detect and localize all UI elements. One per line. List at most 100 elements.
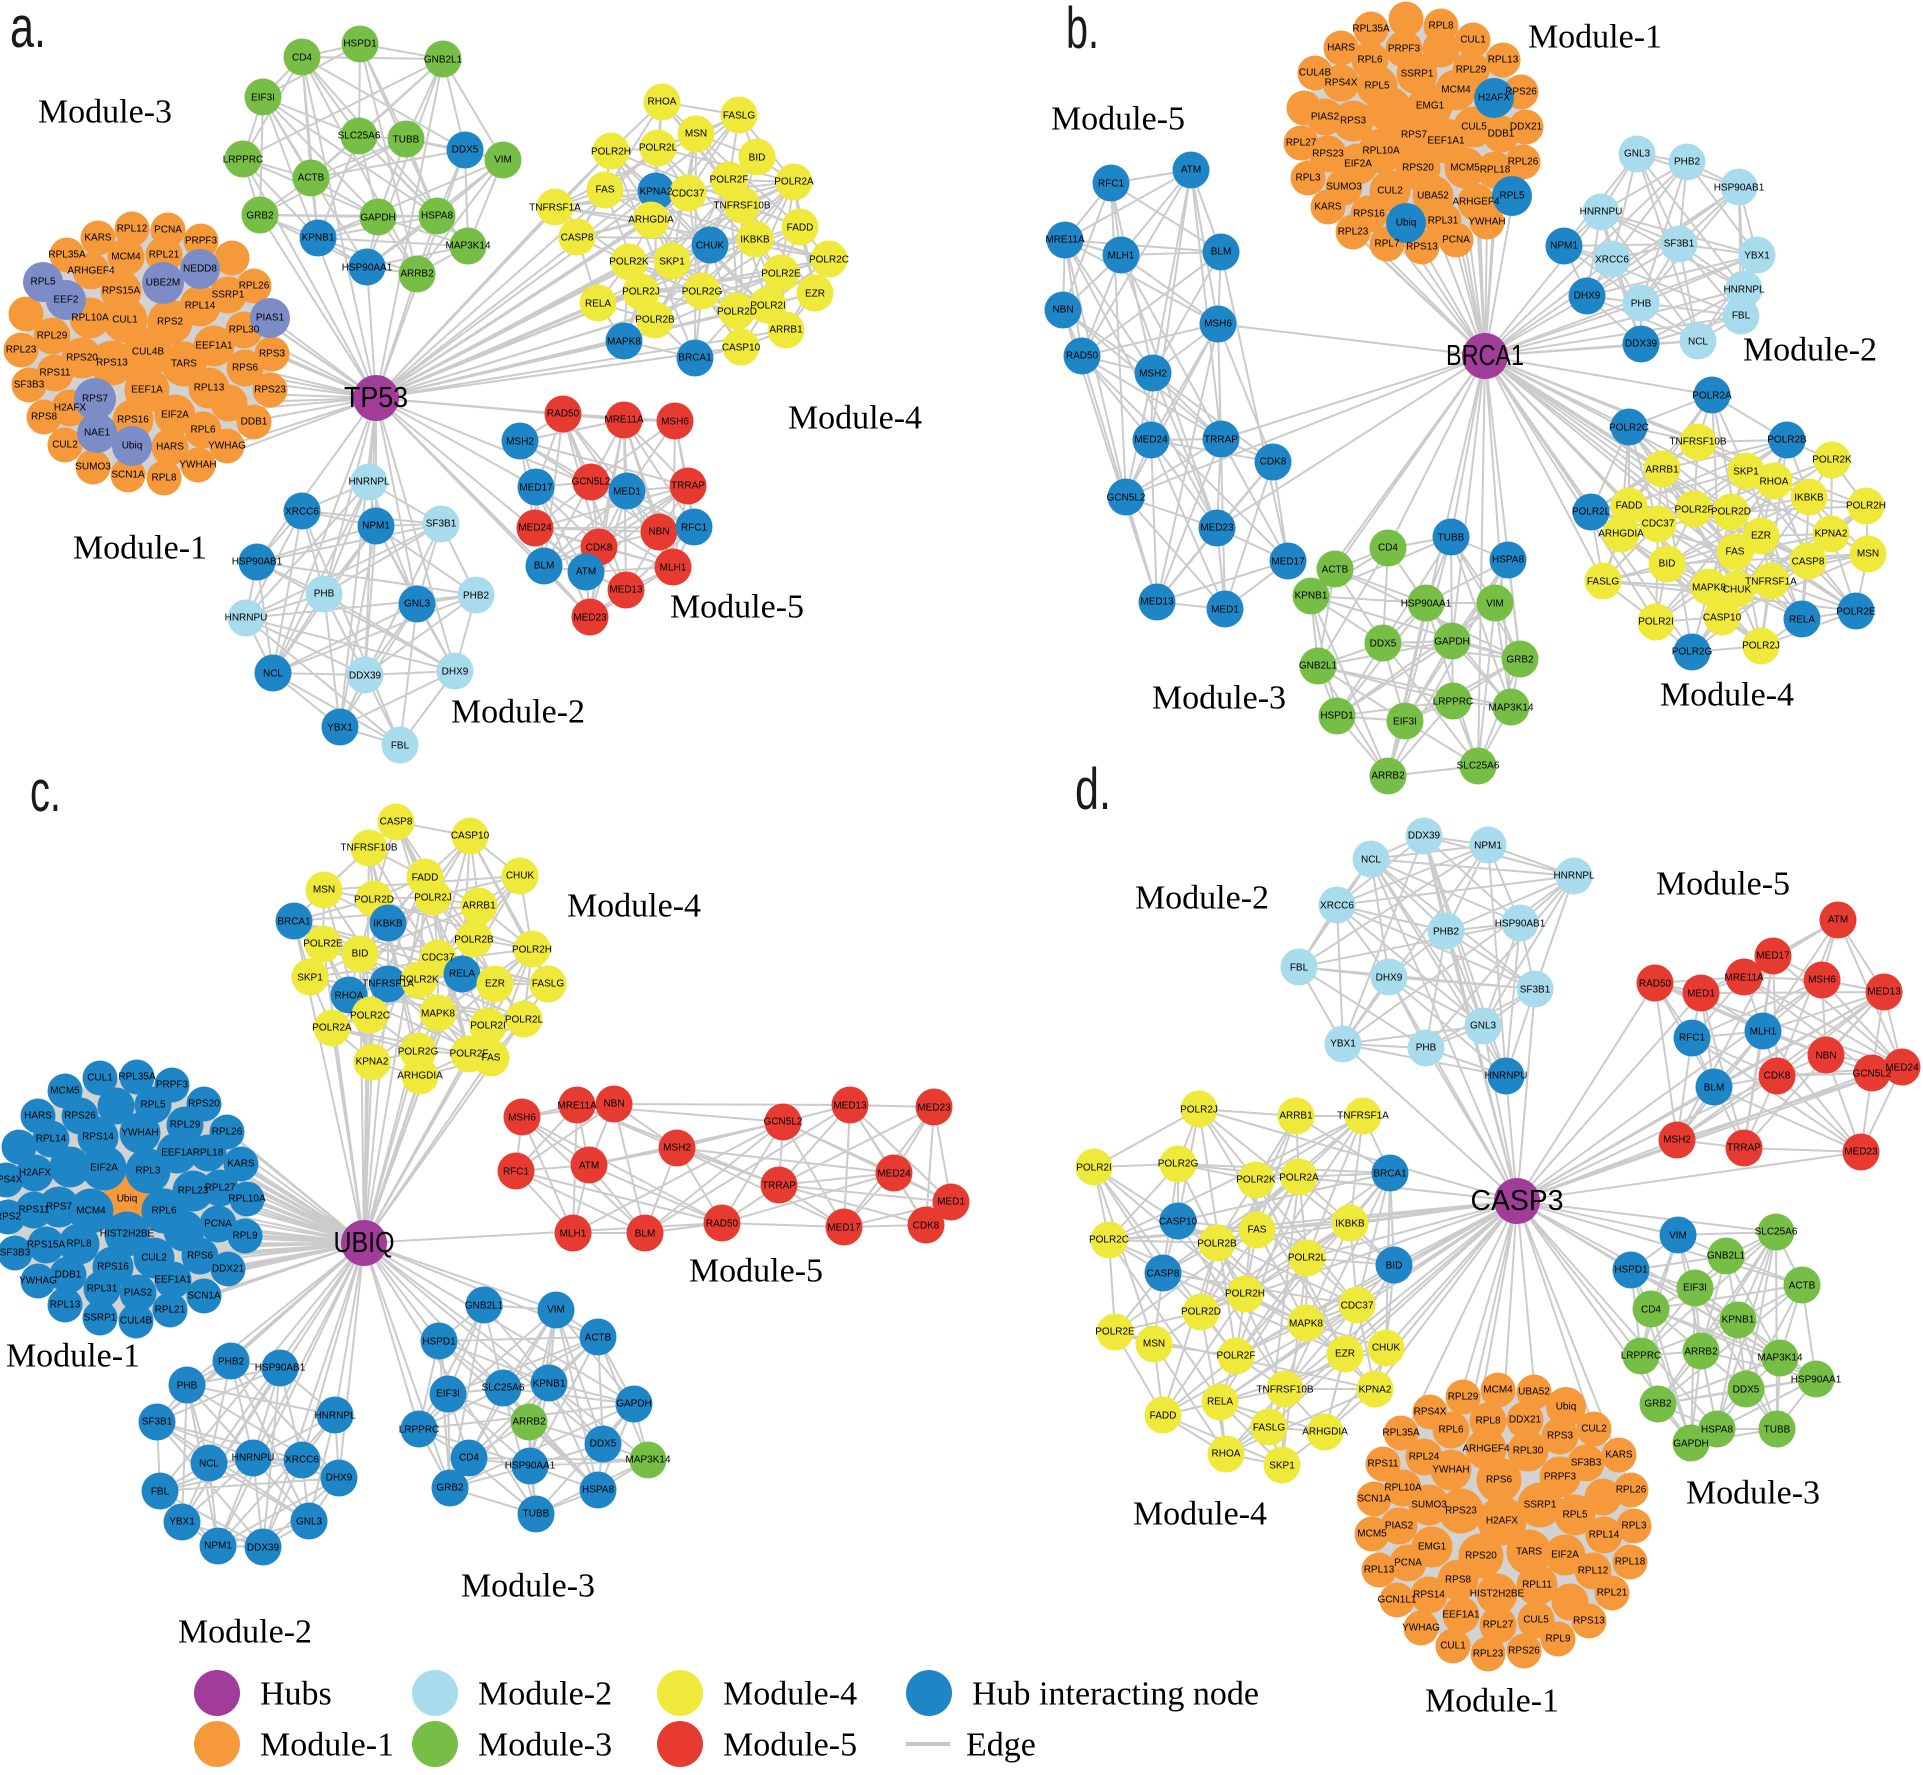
svg-text:CUL4B: CUL4B (1299, 68, 1332, 79)
svg-text:MSH2: MSH2 (663, 1143, 691, 1154)
svg-text:MED23: MED23 (1844, 1147, 1878, 1158)
svg-text:MCM5: MCM5 (1450, 163, 1480, 174)
svg-text:POLR2H: POLR2H (1846, 501, 1886, 512)
svg-text:POLR2E: POLR2E (761, 269, 801, 280)
svg-text:TUBB: TUBB (523, 1509, 550, 1520)
svg-text:CDK8: CDK8 (586, 543, 613, 554)
svg-text:POLR2F: POLR2F (1675, 505, 1714, 516)
svg-text:GRB2: GRB2 (1506, 655, 1534, 666)
svg-text:RPS14: RPS14 (1413, 1590, 1445, 1601)
svg-text:FBL: FBL (1732, 311, 1751, 322)
svg-text:POLR2D: POLR2D (717, 307, 757, 318)
svg-text:EZR: EZR (805, 289, 825, 300)
svg-text:MLH1: MLH1 (1750, 1027, 1777, 1038)
svg-text:CASP10: CASP10 (451, 831, 490, 842)
svg-text:CUL5: CUL5 (1523, 1615, 1549, 1626)
svg-text:CASP10: CASP10 (1703, 613, 1742, 624)
svg-text:YWHAG: YWHAG (19, 1276, 57, 1287)
svg-text:RPS3: RPS3 (1547, 1431, 1574, 1442)
svg-text:HNRNPU: HNRNPU (1580, 207, 1623, 218)
svg-text:HNRNPL: HNRNPL (1723, 285, 1765, 296)
svg-text:PHB2: PHB2 (1674, 157, 1701, 168)
svg-text:RPL30: RPL30 (229, 325, 260, 336)
svg-text:RPS11: RPS11 (1368, 1459, 1399, 1470)
svg-text:RPS6: RPS6 (187, 1251, 214, 1262)
svg-text:HSPD1: HSPD1 (1614, 1265, 1648, 1276)
svg-text:Module-1: Module-1 (73, 530, 207, 567)
svg-text:RPL7: RPL7 (1374, 239, 1399, 250)
svg-text:EIF3I: EIF3I (1683, 1283, 1707, 1294)
svg-text:YBX1: YBX1 (169, 1517, 195, 1528)
svg-text:YWHAG: YWHAG (208, 441, 246, 452)
svg-text:MED23: MED23 (917, 1103, 951, 1114)
svg-text:RPS6: RPS6 (1486, 1475, 1513, 1486)
svg-text:MSH6: MSH6 (1808, 975, 1836, 986)
svg-text:HARS: HARS (156, 442, 184, 453)
svg-text:RPL29: RPL29 (1456, 65, 1487, 76)
svg-text:TNFRSF10B: TNFRSF10B (713, 201, 771, 212)
svg-text:Module-3: Module-3 (478, 1727, 612, 1764)
svg-text:POLR2E: POLR2E (1095, 1327, 1135, 1338)
svg-text:ARRB2: ARRB2 (1684, 1347, 1718, 1358)
svg-text:GAPDH: GAPDH (1673, 1439, 1709, 1450)
svg-text:CUL2: CUL2 (52, 440, 78, 451)
svg-text:XRCC6: XRCC6 (1320, 901, 1354, 912)
svg-text:RPL27: RPL27 (1483, 1620, 1514, 1631)
svg-text:UBE2M: UBE2M (146, 278, 180, 289)
svg-text:BLM: BLM (1211, 247, 1232, 258)
svg-text:DDB1: DDB1 (1488, 129, 1515, 140)
svg-text:MSH2: MSH2 (506, 437, 534, 448)
svg-text:CDC37: CDC37 (672, 189, 705, 200)
svg-text:TP53: TP53 (344, 382, 408, 414)
svg-text:GRB2: GRB2 (436, 1483, 464, 1494)
svg-text:MCM5: MCM5 (50, 1086, 80, 1097)
svg-text:RPL8: RPL8 (151, 473, 176, 484)
svg-text:SF3B3: SF3B3 (1571, 1458, 1602, 1469)
svg-text:POLR2B: POLR2B (1197, 1239, 1237, 1250)
svg-text:TARS: TARS (171, 359, 197, 370)
svg-text:MSH2: MSH2 (1139, 369, 1167, 380)
svg-text:POLR2F: POLR2F (710, 175, 749, 186)
svg-text:HSP90AB1: HSP90AB1 (255, 1363, 306, 1374)
svg-text:IKBKB: IKBKB (373, 919, 403, 930)
svg-text:RPL3: RPL3 (135, 1166, 160, 1177)
svg-text:RPL35A: RPL35A (118, 1072, 156, 1083)
svg-text:RPS2: RPS2 (157, 317, 184, 328)
svg-text:RPL23: RPL23 (178, 1186, 209, 1197)
svg-text:CHUK: CHUK (1723, 585, 1752, 596)
svg-text:FASLG: FASLG (1253, 1423, 1285, 1434)
svg-text:RPL10A: RPL10A (228, 1194, 266, 1205)
svg-text:RFC1: RFC1 (1098, 179, 1125, 190)
svg-text:UBA52: UBA52 (1417, 191, 1449, 202)
svg-text:KPNB1: KPNB1 (533, 1379, 566, 1390)
svg-text:PIAS2: PIAS2 (1311, 112, 1340, 123)
svg-text:CUL1: CUL1 (1440, 1641, 1466, 1652)
svg-text:RHOA: RHOA (335, 991, 364, 1002)
svg-text:RPS16: RPS16 (97, 1262, 129, 1273)
svg-text:RPL18: RPL18 (193, 1148, 224, 1159)
svg-text:GCN5L2: GCN5L2 (572, 477, 611, 488)
svg-text:Module-4: Module-4 (788, 400, 922, 437)
svg-text:CDC37: CDC37 (1341, 1301, 1374, 1312)
svg-text:PCNA: PCNA (204, 1219, 232, 1230)
svg-text:HNRNPL: HNRNPL (1553, 871, 1595, 882)
svg-text:DHX9: DHX9 (1574, 291, 1601, 302)
svg-text:POLR2B: POLR2B (1767, 435, 1807, 446)
svg-text:KPNA2: KPNA2 (356, 1057, 389, 1068)
svg-text:PIAS2: PIAS2 (1385, 1521, 1414, 1532)
svg-text:SF3B1: SF3B1 (1664, 239, 1695, 250)
svg-text:GNB2L1: GNB2L1 (465, 1301, 504, 1312)
svg-text:TNFRSF1A: TNFRSF1A (1337, 1111, 1389, 1122)
svg-text:POLR2A: POLR2A (1692, 391, 1732, 402)
svg-text:ARRB2: ARRB2 (400, 269, 434, 280)
svg-text:Module-1: Module-1 (1425, 1683, 1559, 1720)
svg-text:KARS: KARS (1605, 1450, 1633, 1461)
svg-text:TNFRSF1A: TNFRSF1A (1745, 577, 1797, 588)
svg-text:MAP3K14: MAP3K14 (1488, 703, 1533, 714)
svg-text:GNL3: GNL3 (404, 599, 431, 610)
svg-text:PHB: PHB (1631, 299, 1652, 310)
svg-text:YBX1: YBX1 (1330, 1039, 1356, 1050)
svg-text:Hubs: Hubs (260, 1676, 332, 1713)
svg-text:MCM4: MCM4 (1441, 85, 1471, 96)
svg-text:MED24: MED24 (1885, 1063, 1919, 1074)
